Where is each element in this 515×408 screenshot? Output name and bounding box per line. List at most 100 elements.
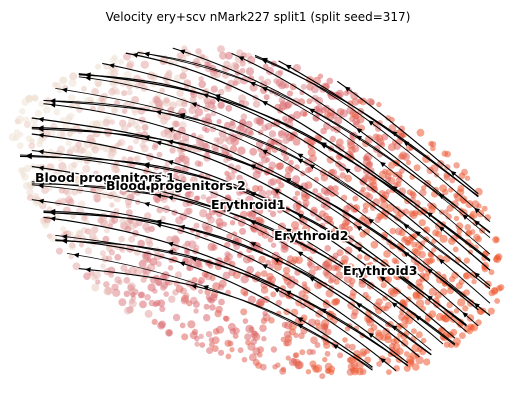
cell-point <box>292 175 301 184</box>
cell-point <box>441 314 450 323</box>
cell-point <box>401 316 409 325</box>
cell-point <box>159 305 166 313</box>
cell-point <box>417 265 425 273</box>
cell-point <box>412 363 420 371</box>
cluster-labels: Blood progenitors 1 Blood progenitors 2 … <box>34 169 419 280</box>
cell-point <box>31 94 39 101</box>
cell-point <box>108 272 114 278</box>
cell-point <box>374 306 383 315</box>
cell-point <box>307 262 315 269</box>
cell-point <box>98 95 105 102</box>
cell-point <box>455 222 464 231</box>
cell-point <box>42 105 51 114</box>
streamline-arrowhead <box>61 87 68 93</box>
cell-point <box>223 256 230 263</box>
cell-point <box>160 215 166 222</box>
cell-point <box>193 308 199 314</box>
cell-point <box>386 203 395 213</box>
cell-point <box>194 341 200 347</box>
cell-point <box>121 156 127 162</box>
cell-point <box>48 129 56 137</box>
streamline-arrowhead <box>356 135 363 141</box>
cell-point <box>466 314 475 322</box>
streamline-arrowhead <box>379 276 386 282</box>
cell-point <box>211 345 219 352</box>
streamline-arrowhead <box>285 64 292 70</box>
cell-point <box>144 227 151 234</box>
cell-point <box>272 194 280 202</box>
cell-point <box>495 253 503 261</box>
cell-point <box>236 174 243 182</box>
streamline-arrowhead <box>179 261 186 267</box>
cell-point <box>384 335 392 344</box>
cell-point <box>71 161 78 168</box>
cell-point <box>84 247 93 255</box>
cell-point <box>351 98 360 106</box>
cell-point <box>257 185 264 192</box>
cell-point <box>204 101 212 108</box>
cell-point <box>160 130 168 138</box>
cell-point <box>23 116 30 123</box>
cell-point <box>73 234 82 243</box>
cell-point <box>406 189 413 196</box>
cell-point <box>463 257 470 264</box>
cell-point <box>270 210 277 218</box>
cell-point <box>304 181 313 190</box>
cell-point <box>404 351 410 357</box>
cell-point <box>109 79 118 88</box>
cell-point <box>449 177 456 184</box>
cell-point <box>124 219 132 227</box>
cell-point <box>453 162 460 169</box>
cell-point <box>132 229 139 237</box>
cell-point <box>349 343 356 351</box>
cell-point <box>183 79 192 88</box>
cell-point <box>158 320 166 329</box>
cell-point <box>428 310 437 318</box>
cell-point <box>32 193 40 200</box>
cell-point <box>245 67 255 76</box>
cell-point <box>146 240 154 248</box>
cell-point <box>137 239 145 248</box>
cell-point <box>109 119 116 125</box>
cell-point <box>393 259 400 266</box>
streamline-arrowhead <box>61 238 68 244</box>
streamline-arrowhead <box>61 234 68 240</box>
cell-point <box>151 318 158 325</box>
cell-point <box>108 88 116 96</box>
cell-point <box>280 244 289 253</box>
cell-point <box>362 207 369 214</box>
cell-point <box>91 283 100 292</box>
cell-point <box>250 225 258 233</box>
cell-point <box>321 261 331 270</box>
cell-point <box>25 135 33 142</box>
cell-point <box>376 361 382 367</box>
streamline <box>278 60 479 197</box>
cell-point <box>174 74 182 82</box>
cell-point <box>475 319 482 326</box>
cell-point <box>239 227 247 235</box>
cell-point <box>252 185 260 193</box>
cell-point <box>124 226 132 233</box>
cell-point <box>446 204 454 212</box>
cell-point <box>194 108 204 117</box>
cell-point <box>123 52 131 61</box>
cell-point <box>34 109 43 118</box>
cell-point <box>312 188 319 194</box>
cell-point <box>50 171 59 180</box>
cell-point <box>393 142 402 150</box>
streamline <box>31 183 432 351</box>
cell-point <box>207 184 214 192</box>
cell-point <box>388 343 396 350</box>
streamline-arrowhead <box>462 214 469 220</box>
streamline-arrowhead <box>26 152 32 159</box>
cell-point <box>209 304 216 311</box>
cell-point <box>155 261 162 267</box>
cell-point <box>91 88 99 96</box>
cell-point <box>362 202 370 209</box>
cell-point <box>156 280 162 287</box>
streamline-arrowhead <box>356 128 363 134</box>
cell-point <box>292 138 301 146</box>
streamline-arrowhead <box>426 268 433 274</box>
cell-point <box>362 291 369 299</box>
